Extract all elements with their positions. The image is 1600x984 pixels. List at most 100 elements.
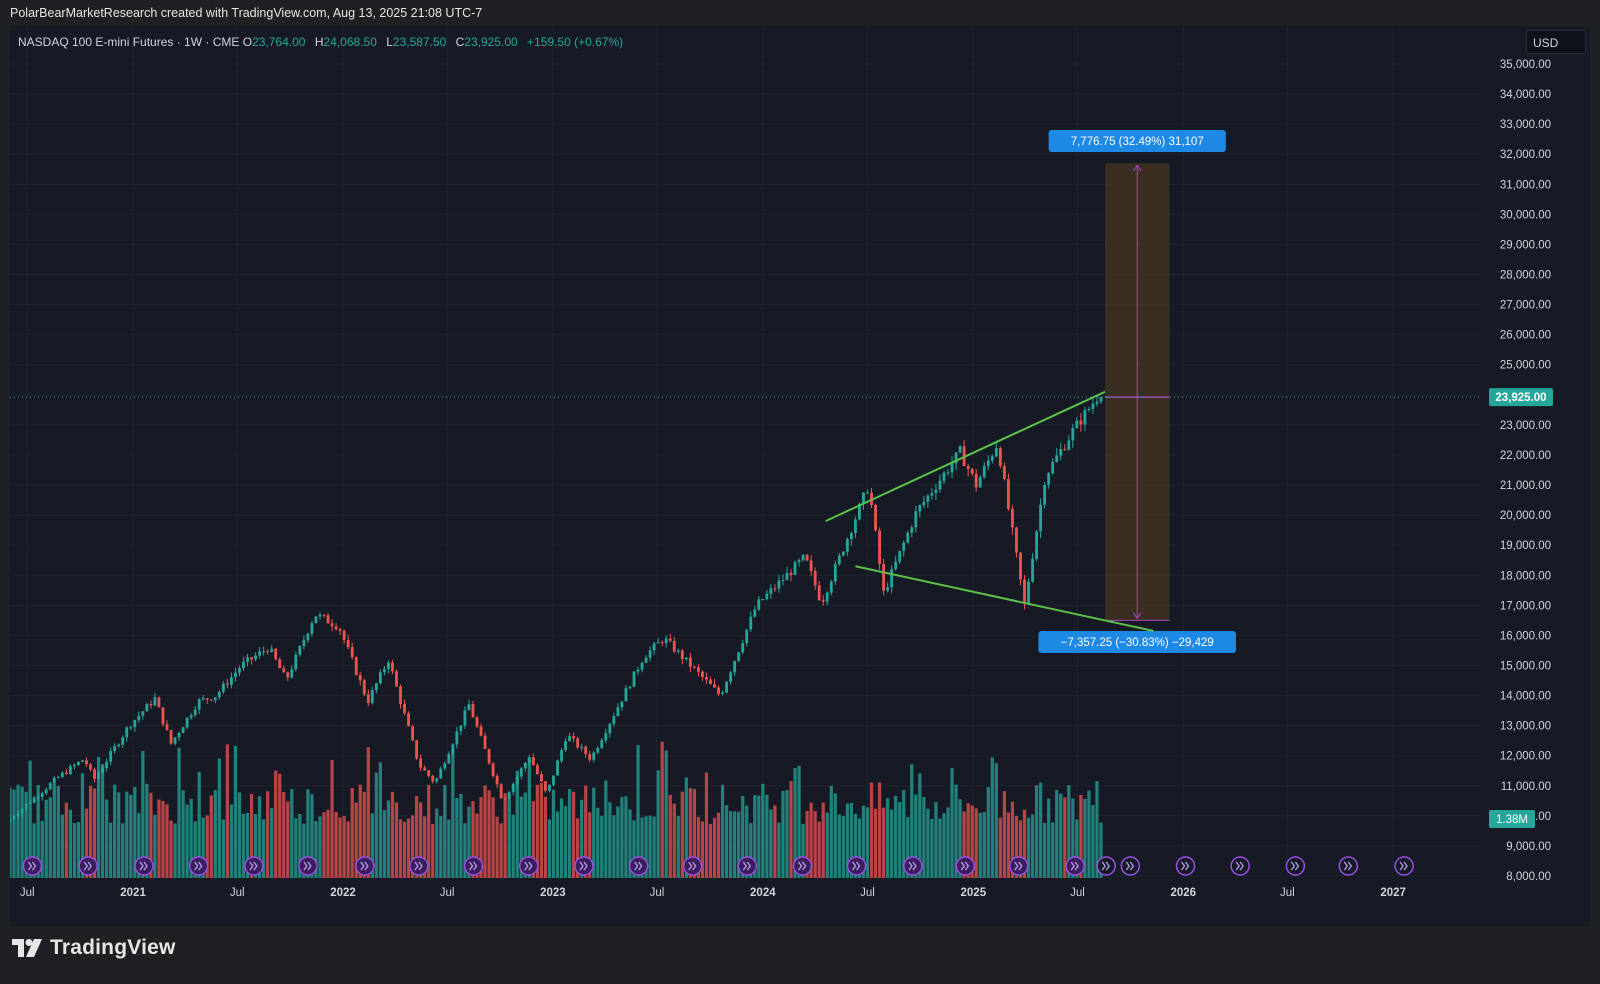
volume-bar <box>402 821 407 878</box>
candle-body <box>612 716 616 724</box>
volume-bar <box>10 787 12 878</box>
volume-bar <box>745 805 749 878</box>
volume-bar <box>724 805 729 878</box>
candle-body <box>837 555 841 565</box>
candle-body <box>246 657 249 662</box>
candle-body <box>624 688 628 702</box>
candle-body <box>515 776 519 784</box>
y-tick-label: 35,000.00 <box>1500 59 1551 71</box>
currency-selector[interactable]: USD <box>1526 30 1586 54</box>
volume-bar <box>1095 781 1099 878</box>
event-markers <box>22 856 1414 876</box>
volume-bar <box>918 773 922 878</box>
candle-body <box>157 697 161 708</box>
candle-body <box>455 731 459 745</box>
candle-body <box>548 784 551 791</box>
volume-bar <box>310 794 314 878</box>
event-marker-icon <box>244 856 264 876</box>
volume-bar <box>1014 815 1019 878</box>
volume-bar <box>1039 782 1043 878</box>
volume-bar <box>1002 791 1006 878</box>
candle-body <box>954 452 958 464</box>
candle-body <box>141 711 145 716</box>
volume-bar <box>821 802 825 878</box>
volume-bar <box>68 809 72 878</box>
candle-body <box>688 657 692 667</box>
candle-body <box>1023 579 1026 604</box>
volume-bar <box>76 822 81 878</box>
candle-body <box>898 550 902 562</box>
candle-body <box>660 642 664 644</box>
volume-bar <box>390 791 395 878</box>
volume-bar <box>761 783 765 878</box>
volume-bar <box>60 814 64 878</box>
candle-body <box>483 735 487 750</box>
volume-bar <box>121 823 125 878</box>
candle-body <box>12 816 16 819</box>
volume-bar <box>286 801 290 878</box>
x-tick-label: 2023 <box>540 887 566 899</box>
candle-body <box>930 493 934 496</box>
candle-body <box>366 694 370 704</box>
candle-body <box>600 740 604 749</box>
candle-body <box>399 686 402 704</box>
volume-bar <box>753 795 757 878</box>
candle-body <box>209 699 213 701</box>
candle-body <box>105 761 109 769</box>
candle-body <box>286 672 290 678</box>
y-tick-label: 26,000.00 <box>1500 330 1551 342</box>
candle-body <box>36 796 40 798</box>
price-chart[interactable]: 7,776.75 (32.49%) 31,107 −7,357.25 (−30.8… <box>10 26 1590 926</box>
candle-body <box>403 703 406 714</box>
candle-body <box>153 697 157 706</box>
candle-body <box>568 736 571 742</box>
volume-bar <box>970 805 974 878</box>
volume-bar <box>620 797 624 878</box>
volume-bar <box>700 821 705 878</box>
candle-body <box>1027 581 1030 604</box>
volume-bar <box>865 807 870 878</box>
y-tick-label: 30,000.00 <box>1500 209 1551 221</box>
volume-bar <box>632 820 636 878</box>
volume-bar <box>406 818 411 878</box>
volume-bar <box>84 808 89 878</box>
volume-bar <box>531 801 535 878</box>
volume-bar <box>785 790 789 878</box>
volume-bar <box>439 815 443 878</box>
volume-bar <box>511 814 515 878</box>
y-tick-label: 17,000.00 <box>1500 600 1551 612</box>
volume-bar <box>592 787 596 878</box>
candle-body <box>1006 478 1010 509</box>
candle-body <box>938 480 942 490</box>
volume-bar <box>447 819 451 878</box>
candle-body <box>825 592 829 602</box>
volume-bar <box>527 757 531 878</box>
candle-body <box>342 630 346 640</box>
volume-bar <box>28 760 32 878</box>
volume-bar <box>749 823 753 878</box>
candle-body <box>1099 397 1103 402</box>
candle-body <box>181 727 185 733</box>
x-tick-label: Jul <box>1070 887 1085 899</box>
candle-body <box>632 671 636 687</box>
projection-down-label-bg <box>1038 631 1237 653</box>
candle-body <box>725 681 729 693</box>
candle-body <box>173 737 177 744</box>
volume-bar <box>16 784 20 878</box>
volume-bar <box>48 797 52 878</box>
volume-bar <box>1055 789 1059 878</box>
volume-bar <box>789 781 793 878</box>
y-tick-label: 32,000.00 <box>1500 149 1551 161</box>
volume-bar <box>1051 822 1055 878</box>
candle-body <box>910 527 914 533</box>
candle-body <box>552 775 555 785</box>
volume-bar <box>994 763 998 878</box>
volume-bar <box>1075 819 1079 878</box>
legend-open-label: O <box>242 35 253 49</box>
volume-bar <box>926 808 930 878</box>
chart-panel[interactable]: 7,776.75 (32.49%) 31,107 −7,357.25 (−30.8… <box>10 26 1590 926</box>
candle-body <box>290 669 294 678</box>
candle-body <box>254 655 257 660</box>
volume-bar <box>499 823 503 878</box>
candle-body <box>1015 527 1018 553</box>
